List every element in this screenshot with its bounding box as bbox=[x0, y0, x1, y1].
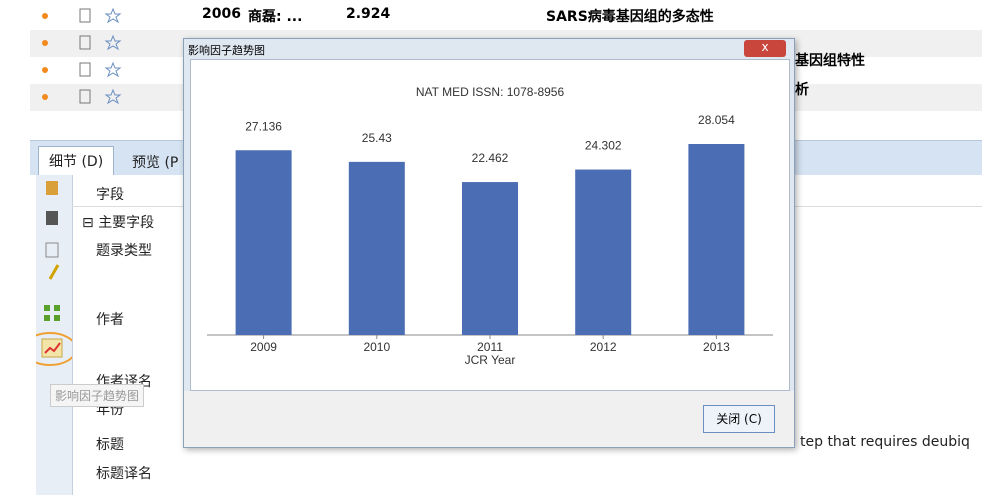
x-tick-label: 2011 bbox=[477, 340, 503, 354]
value-label: 24.302 bbox=[585, 139, 622, 153]
chart: NAT MED ISSN: 1078-8956 27.136 2009 25.43 20… bbox=[207, 85, 773, 367]
close-x[interactable]: x bbox=[744, 40, 786, 57]
impact-factor: 2.924 bbox=[346, 6, 391, 22]
title: SARS病毒基因组的多态性 bbox=[546, 9, 714, 25]
toolbar-icons bbox=[36, 181, 72, 366]
value-label: 27.136 bbox=[245, 119, 282, 133]
tooltip: 影响因子趋势图 bbox=[50, 384, 145, 407]
field-label: 题录类型 bbox=[96, 243, 152, 259]
value-label: 28.054 bbox=[698, 113, 735, 127]
field-label: 标题译名 bbox=[96, 466, 152, 482]
x-tick-label: 2012 bbox=[590, 340, 617, 354]
x-tick-label: 2013 bbox=[703, 340, 730, 354]
group-label[interactable]: ⊟ 主要字段 bbox=[82, 215, 155, 231]
title: 基因组特性 bbox=[795, 53, 865, 69]
value-label: 25.43 bbox=[362, 131, 392, 145]
dialog: 影响因子趋势图 x NAT MED ISSN: 1078-8956 27.136 2… bbox=[183, 38, 795, 448]
year: 2006 bbox=[202, 6, 241, 22]
close-button[interactable]: 关闭 (C) bbox=[703, 405, 775, 433]
chart-area: NAT MED ISSN: 1078-8956 27.136 2009 25.43 20… bbox=[190, 59, 790, 391]
bar bbox=[348, 161, 405, 335]
value-label: 22.462 bbox=[472, 151, 509, 165]
toolbar bbox=[36, 175, 73, 495]
field-label: 标题 bbox=[96, 437, 124, 453]
field-label: 作者 bbox=[96, 312, 124, 328]
bar bbox=[688, 144, 745, 335]
x-axis-label: JCR Year bbox=[465, 353, 516, 367]
group-text: 主要字段 bbox=[98, 215, 155, 231]
field-header-label: 字段 bbox=[96, 187, 124, 203]
bar bbox=[462, 182, 518, 335]
title-fragment: tep that requires deubiq bbox=[800, 434, 970, 450]
dialog-footer bbox=[184, 391, 794, 447]
bar bbox=[575, 169, 632, 335]
bar bbox=[235, 150, 292, 335]
x-tick-label: 2010 bbox=[363, 340, 390, 354]
row-icons bbox=[42, 7, 122, 105]
author: 商磊: ... bbox=[248, 9, 303, 25]
tab[interactable]: 细节 (D) bbox=[38, 146, 115, 175]
dialog-title: 影响因子趋势图 bbox=[188, 44, 265, 57]
list-row[interactable] bbox=[30, 3, 982, 30]
title: 析 bbox=[795, 82, 809, 98]
x-tick-label: 2009 bbox=[250, 340, 277, 354]
chart-title: NAT MED ISSN: 1078-8956 bbox=[416, 85, 565, 99]
tab[interactable]: 预览 (P bbox=[132, 155, 179, 171]
